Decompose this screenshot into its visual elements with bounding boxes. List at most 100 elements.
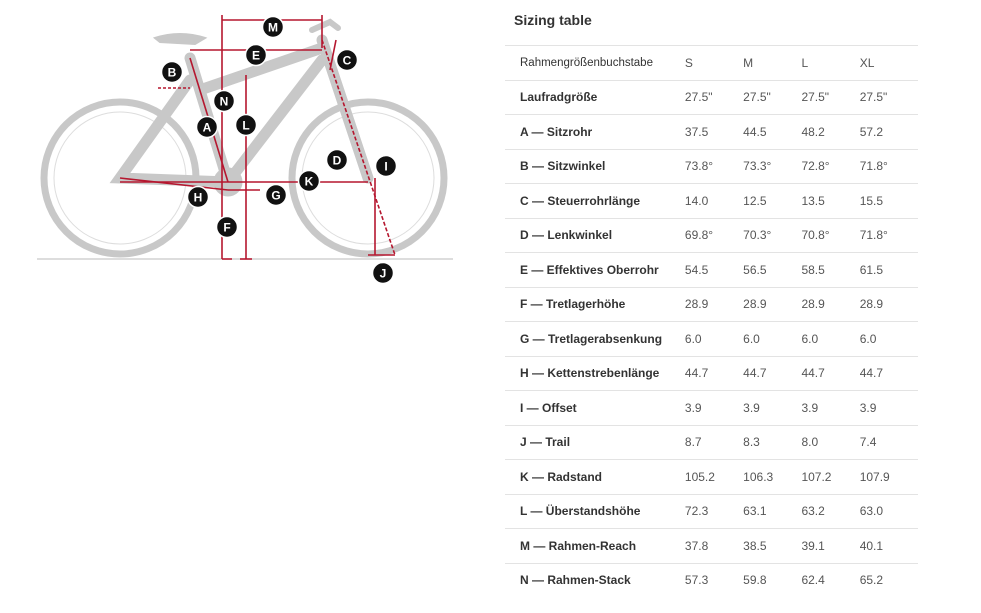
table-row: I — Offset 3.9 3.9 3.9 3.9 — [505, 390, 918, 425]
badge-letter: M — [268, 21, 278, 35]
cell-value: 57.2 — [859, 114, 918, 149]
row-label: A — Sitzrohr — [505, 114, 685, 149]
table-row: M — Rahmen-Reach 37.8 38.5 39.1 40.1 — [505, 528, 918, 563]
cell-value: 70.8° — [801, 217, 860, 253]
badge-j: J — [371, 261, 395, 285]
badge-b: B — [160, 60, 184, 84]
cell-value: 62.4 — [801, 562, 860, 597]
table-row: N — Rahmen-Stack 57.3 59.8 62.4 65.2 — [505, 562, 918, 597]
cell-value: 6.0 — [743, 321, 802, 356]
sizing-table-title: Sizing table — [514, 12, 592, 28]
cell-value: 15.5 — [859, 183, 918, 218]
row-label: J — Trail — [505, 424, 685, 460]
table-row: F — Tretlagerhöhe 28.9 28.9 28.9 28.9 — [505, 286, 918, 322]
table-row: L — Überstandshöhe 72.3 63.1 63.2 63.0 — [505, 493, 918, 529]
table-row: B — Sitzwinkel 73.8° 73.3° 72.8° 71.8° — [505, 148, 918, 184]
row-label: M — Rahmen-Reach — [505, 528, 685, 563]
cell-value: 37.8 — [684, 528, 744, 563]
cell-value: 105.2 — [684, 459, 744, 494]
cell-value: 65.2 — [859, 562, 918, 597]
badge-l: L — [234, 113, 258, 137]
badge-f: F — [215, 215, 239, 239]
badge-letter: A — [203, 121, 212, 135]
table-row: E — Effektives Oberrohr 54.5 56.5 58.5 61.5 — [505, 252, 918, 287]
cell-value: 27.5" — [684, 79, 744, 115]
cell-value: 28.9 — [684, 286, 744, 322]
cell-value: 59.8 — [743, 562, 802, 597]
handlebar — [309, 18, 341, 33]
table-row: H — Kettenstrebenlänge 44.7 44.7 44.7 44.7 — [505, 355, 918, 391]
cell-value: 44.7 — [684, 355, 744, 391]
cell-value: 27.5" — [743, 79, 802, 115]
sizing-table: Rahmengrößenbuchstabe S M L XL Laufradgr… — [505, 45, 918, 597]
cell-value: 73.3° — [743, 148, 802, 184]
row-label: I — Offset — [505, 390, 685, 425]
cell-value: 71.8° — [859, 148, 918, 184]
row-label: E — Effektives Oberrohr — [505, 252, 685, 287]
badge-h: H — [186, 185, 210, 209]
cell-value: 70.3° — [743, 217, 802, 253]
badge-letter: E — [252, 49, 260, 63]
cell-value: 56.5 — [743, 252, 802, 287]
badge-i: I — [374, 154, 398, 178]
badge-letter: K — [305, 175, 314, 189]
cell-value: 40.1 — [859, 528, 918, 563]
cell-value: 63.2 — [801, 493, 860, 529]
row-label: L — Überstandshöhe — [505, 493, 685, 529]
cell-value: 8.0 — [801, 424, 860, 460]
row-label: D — Lenkwinkel — [505, 217, 685, 253]
cell-value: 6.0 — [684, 321, 744, 356]
cell-value: 69.8° — [684, 217, 744, 253]
cell-value: 106.3 — [743, 459, 802, 494]
cell-value: 107.2 — [801, 459, 860, 494]
row-label: C — Steuerrohrlänge — [505, 183, 685, 218]
badge-k: K — [297, 169, 321, 193]
table-row: Laufradgröße 27.5" 27.5" 27.5" 27.5" — [505, 79, 918, 115]
badge-letter: N — [220, 95, 229, 109]
cell-value: 63.0 — [859, 493, 918, 529]
table-row: A — Sitzrohr 37.5 44.5 48.2 57.2 — [505, 114, 918, 149]
badge-m: M — [261, 15, 285, 39]
cell-value: 39.1 — [801, 528, 860, 563]
cell-value: 7.4 — [859, 424, 918, 460]
table-header-row: Rahmengrößenbuchstabe S M L XL — [505, 45, 918, 80]
bike-illustration — [40, 18, 448, 258]
row-label: B — Sitzwinkel — [505, 148, 685, 184]
badge-letter: J — [380, 267, 387, 281]
header-size-l: L — [801, 45, 860, 80]
cell-value: 3.9 — [801, 390, 860, 425]
cell-value: 72.3 — [684, 493, 744, 529]
row-label: F — Tretlagerhöhe — [505, 286, 685, 322]
table-row: K — Radstand 105.2 106.3 107.2 107.9 — [505, 459, 918, 494]
cell-value: 6.0 — [801, 321, 860, 356]
saddle — [152, 33, 208, 46]
cell-value: 63.1 — [743, 493, 802, 529]
header-size-m: M — [743, 45, 802, 80]
header-size-xl: XL — [859, 45, 918, 80]
cell-value: 28.9 — [743, 286, 802, 322]
cell-value: 12.5 — [743, 183, 802, 218]
cell-value: 3.9 — [859, 390, 918, 425]
badge-letter: G — [271, 189, 280, 203]
cell-value: 3.9 — [743, 390, 802, 425]
cell-value: 44.5 — [743, 114, 802, 149]
cell-value: 6.0 — [859, 321, 918, 356]
row-label: K — Radstand — [505, 459, 685, 494]
badge-letter: I — [384, 160, 387, 174]
cell-value: 71.8° — [859, 217, 918, 253]
dimension-badges: ME C B NL A D I K H G F J — [160, 15, 398, 285]
cell-value: 72.8° — [801, 148, 860, 184]
cell-value: 38.5 — [743, 528, 802, 563]
cell-value: 8.3 — [743, 424, 802, 460]
cell-value: 73.8° — [684, 148, 744, 184]
badge-g: G — [264, 183, 288, 207]
badge-a: A — [195, 115, 219, 139]
cell-value: 28.9 — [859, 286, 918, 322]
cell-value: 44.7 — [743, 355, 802, 391]
bike-geometry-diagram: ME C B NL A D I K H G F J — [37, 15, 453, 285]
badge-letter: D — [333, 154, 342, 168]
cell-value: 14.0 — [684, 183, 744, 218]
cell-value: 37.5 — [684, 114, 744, 149]
badge-letter: F — [223, 221, 230, 235]
table-row: D — Lenkwinkel 69.8° 70.3° 70.8° 71.8° — [505, 217, 918, 253]
